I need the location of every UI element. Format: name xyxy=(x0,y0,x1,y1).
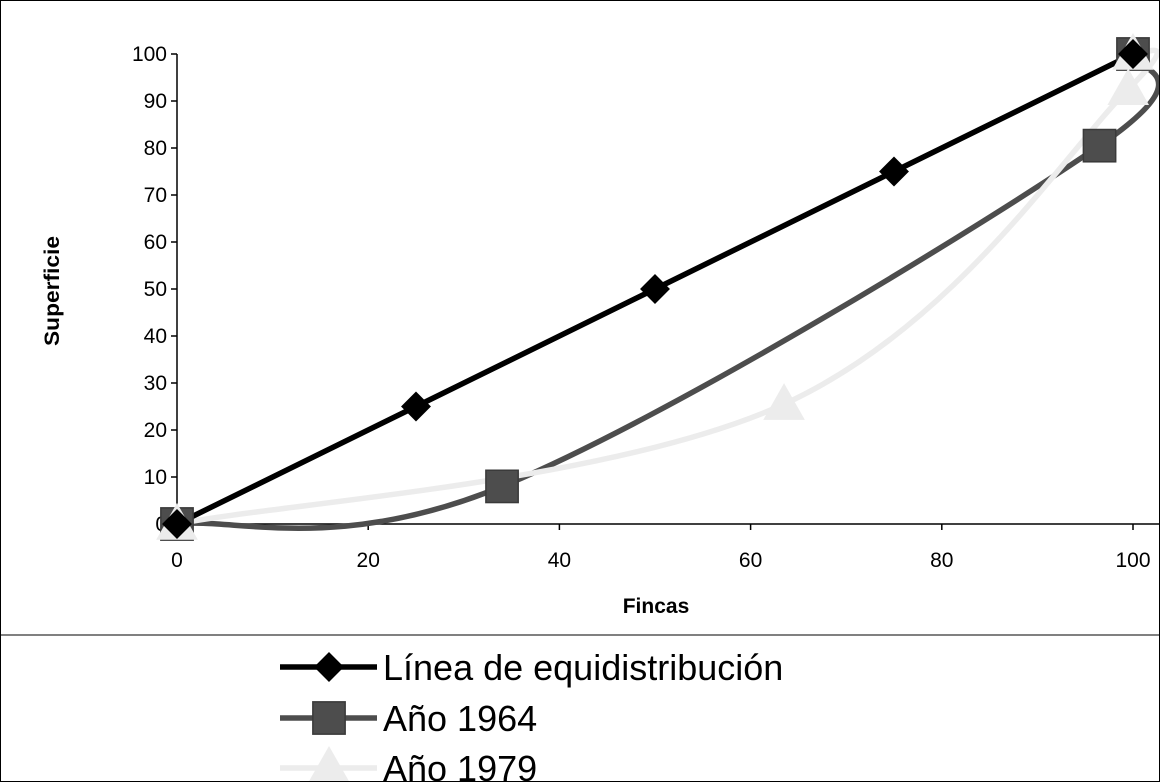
y-tick-label: 30 xyxy=(144,372,167,395)
x-tick-label: 40 xyxy=(548,549,571,572)
square-marker xyxy=(485,469,519,504)
x-tick-label: 100 xyxy=(1115,549,1150,572)
triangle-marker xyxy=(1107,68,1150,105)
diamond-marker xyxy=(314,652,344,682)
triangle-marker xyxy=(763,383,805,420)
markers xyxy=(156,33,1154,541)
diamond-marker xyxy=(1118,39,1148,69)
legend-label: Línea de equidistribución xyxy=(383,647,783,688)
y-tick-label: 50 xyxy=(144,278,167,301)
diamond-marker xyxy=(640,274,670,304)
y-tick-label: 20 xyxy=(144,419,167,442)
series-line-1 xyxy=(174,51,1159,531)
x-tick-label: 60 xyxy=(739,549,762,572)
series-line-2 xyxy=(174,47,1159,527)
legend-label: Año 1964 xyxy=(383,698,537,739)
y-axis-title: Superficie xyxy=(41,236,64,346)
diamond-marker xyxy=(879,156,909,187)
y-tick-label: 60 xyxy=(144,231,167,254)
x-tick-label: 0 xyxy=(171,549,183,572)
legend-label: Año 1979 xyxy=(383,748,537,782)
diamond-marker xyxy=(162,509,192,539)
triangle-marker xyxy=(309,745,349,781)
diamond-marker xyxy=(401,391,431,422)
square-marker xyxy=(1082,128,1117,163)
y-tick-label: 10 xyxy=(144,466,167,489)
y-tick-label: 100 xyxy=(132,43,167,66)
legend: Línea de equidistribución Año 1964 Año 197… xyxy=(280,647,783,782)
x-tick-label: 20 xyxy=(357,549,380,572)
x-tick-label: 80 xyxy=(930,549,953,572)
legend-item: Línea de equidistribución xyxy=(280,647,783,688)
y-tick-label: 90 xyxy=(144,90,167,113)
y-tick-label: 80 xyxy=(144,137,167,160)
y-tick-label: 70 xyxy=(144,184,167,207)
square-marker xyxy=(312,701,346,735)
y-tick-label: 40 xyxy=(144,325,167,348)
x-axis-title: Fincas xyxy=(623,595,690,618)
legend-item: Año 1964 xyxy=(280,698,537,739)
axes: 0102030405060708090100020406080100 xyxy=(132,43,1159,572)
legend-item: Año 1979 xyxy=(280,745,537,782)
